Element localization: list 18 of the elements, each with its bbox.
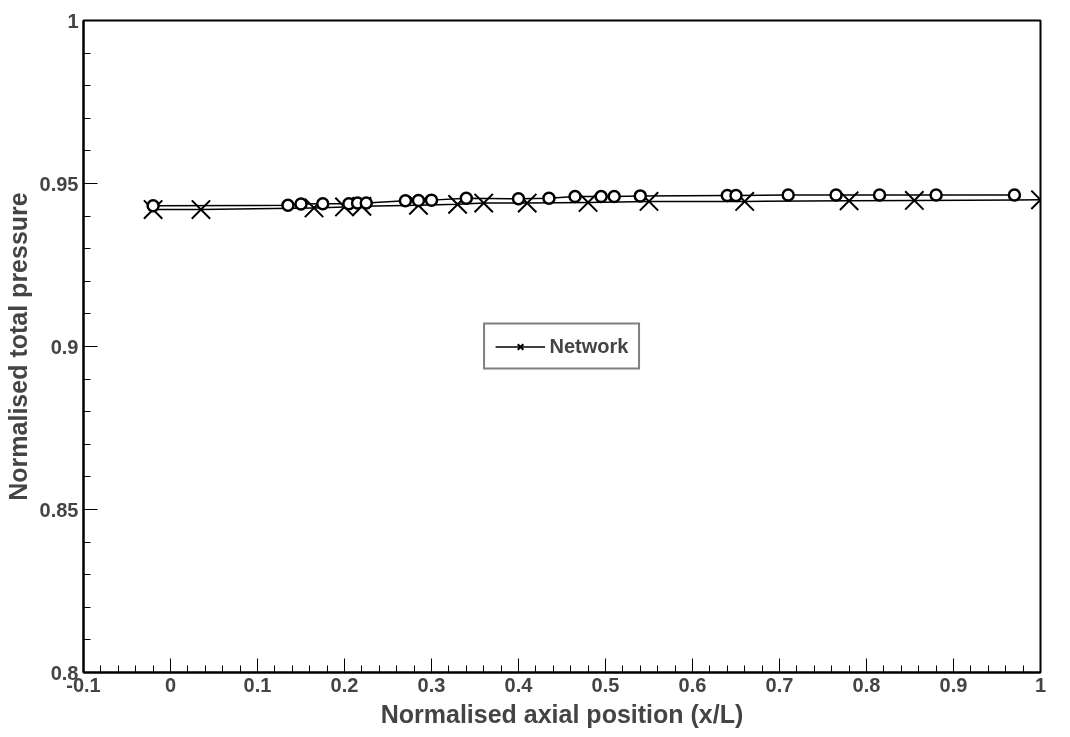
y-tick-label: 1 bbox=[67, 9, 79, 32]
x-tick-label: 0 bbox=[164, 673, 177, 696]
y-tick-label: 0.85 bbox=[39, 498, 79, 521]
legend-label: Network bbox=[549, 334, 629, 358]
x-tick-label: 0.7 bbox=[765, 673, 794, 696]
x-tick-label: 0.2 bbox=[330, 673, 359, 696]
x-tick-label: 0.9 bbox=[939, 673, 968, 696]
x-tick-label: 0.1 bbox=[243, 673, 272, 696]
y-tick-label: 0.9 bbox=[50, 335, 79, 358]
x-tick-label: 0.8 bbox=[852, 673, 881, 696]
y-axis-title: Normalised total pressure bbox=[3, 192, 32, 501]
y-tick-label: 0.95 bbox=[39, 172, 79, 195]
x-tick-label: 0.3 bbox=[417, 673, 446, 696]
x-tick-label: 1 bbox=[1034, 673, 1047, 696]
x-tick-label: 0.5 bbox=[591, 673, 620, 696]
x-tick-label: 0.4 bbox=[504, 673, 534, 696]
x-axis-title: Normalised axial position (x/L) bbox=[380, 699, 744, 728]
x-tick-label: 0.6 bbox=[678, 673, 707, 696]
